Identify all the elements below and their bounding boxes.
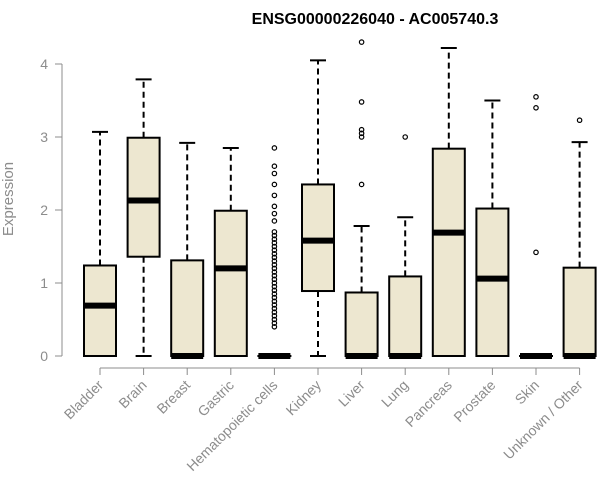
x-tick-label: Lung [378, 377, 411, 410]
box [126, 136, 161, 258]
x-tick-label: Prostate [450, 377, 498, 425]
outlier-point [271, 316, 278, 323]
box [475, 207, 510, 357]
x-tick-label: Kidney [283, 377, 325, 419]
outlier-point [271, 309, 278, 316]
box [562, 266, 597, 358]
box [213, 209, 248, 357]
outlier-point [533, 249, 539, 256]
outlier-point [358, 181, 365, 188]
outlier-point [271, 272, 278, 279]
outlier-point [271, 145, 278, 151]
outlier-point [271, 203, 278, 210]
outlier-point [271, 283, 278, 290]
y-tick-label: 0 [40, 348, 48, 364]
x-tick-label: Breast [153, 377, 193, 417]
x-tick-label: Unknown / Other [500, 377, 586, 463]
y-axis-label: Expression [0, 162, 17, 236]
outlier-point [271, 236, 278, 243]
outlier-point [271, 218, 278, 224]
x-tick-label: Bladder [61, 377, 107, 423]
outlier-point [271, 294, 278, 301]
outlier-point [271, 229, 278, 235]
box [170, 259, 205, 357]
outlier-point [271, 210, 278, 217]
outlier-point [271, 254, 278, 261]
x-tick-label: Brain [115, 377, 149, 411]
outlier-point [271, 261, 278, 268]
box [388, 275, 423, 357]
outlier-point [271, 287, 278, 294]
outlier-point [271, 320, 278, 326]
outlier-point [358, 99, 365, 105]
outlier-point [271, 181, 278, 188]
outlier-point [271, 313, 278, 319]
outlier-point [271, 251, 278, 257]
box [344, 291, 379, 357]
y-tick-label: 3 [40, 129, 48, 145]
box [83, 264, 117, 358]
outlier-point [271, 265, 278, 272]
outlier-point [271, 247, 278, 253]
outlier-point [358, 134, 365, 140]
x-tick-label: Liver [335, 377, 368, 410]
y-tick-label: 2 [40, 202, 48, 218]
outlier-point [271, 323, 278, 330]
outlier-point [271, 232, 278, 239]
outlier-point [358, 130, 365, 137]
outlier-point [271, 302, 278, 308]
outlier-point [358, 39, 365, 45]
x-tick-label: Gastric [194, 377, 237, 420]
outlier-point [271, 163, 278, 170]
chart-title: ENSG00000226040 - AC005740.3 [252, 11, 499, 28]
outlier-point [271, 192, 278, 199]
outlier-point [271, 305, 278, 312]
outlier-point [271, 276, 278, 283]
outlier-point [576, 117, 583, 124]
y-tick-label: 4 [40, 56, 48, 72]
y-tick-label: 1 [40, 275, 48, 291]
outlier-point [402, 134, 409, 140]
outlier-point [271, 280, 278, 286]
x-tick-label: Skin [512, 377, 543, 408]
outlier-point [271, 269, 278, 275]
outlier-point [271, 258, 278, 264]
outlier-point [271, 298, 278, 305]
outlier-point [358, 126, 365, 133]
outlier-point [271, 243, 278, 250]
box [431, 147, 466, 357]
outlier-point [533, 94, 539, 100]
outlier-point [271, 170, 278, 177]
outlier-point [533, 105, 539, 111]
x-tick-label: Pancreas [402, 377, 455, 430]
outlier-point [271, 291, 278, 297]
outlier-point [271, 240, 278, 246]
